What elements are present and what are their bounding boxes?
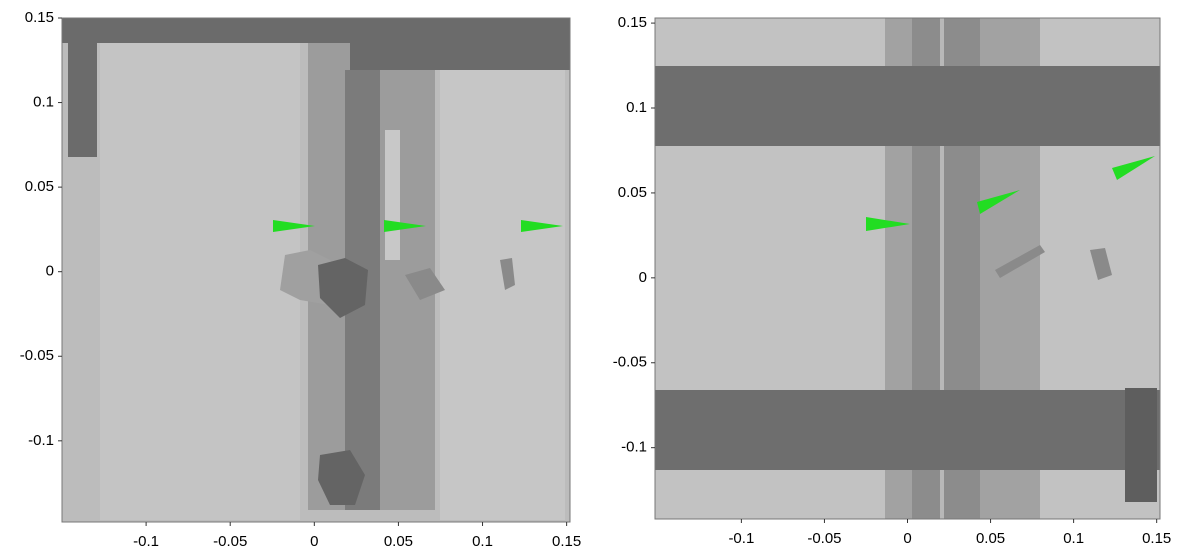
y-tick-label: -0.05 [20, 347, 54, 364]
x-tick-label: 0.05 [976, 530, 1005, 547]
x-tick-label: 0.15 [1142, 530, 1171, 547]
y-tick-label: 0.1 [626, 99, 647, 116]
y-tick-label: 0 [46, 263, 54, 280]
figure: -0.1 -0.05 0 0.05 0.1 0.15 -0.1 -0.05 0 0.05 0.1 0.… [0, 0, 1189, 559]
x-tick-label: -0.1 [133, 533, 159, 550]
y-tick-label: 0 [639, 269, 647, 286]
x-tick-label: 0.15 [552, 533, 581, 550]
y-tick-label: -0.1 [28, 432, 54, 449]
x-tick-label: -0.1 [728, 530, 754, 547]
image-left [62, 18, 570, 522]
y-tick-label: 0.05 [25, 178, 54, 195]
x-tick-label: 0.1 [1063, 530, 1084, 547]
y-tick-label: -0.1 [621, 439, 647, 456]
x-tick-label: 0.1 [472, 533, 493, 550]
x-tick-label: 0.05 [384, 533, 413, 550]
x-tick-label: -0.05 [213, 533, 247, 550]
page: -0.1 -0.05 0 0.05 0.1 0.15 -0.1 -0.05 0 0.05 0.1 0.… [0, 0, 1189, 559]
image-right [655, 18, 1160, 519]
x-tick-label: 0 [903, 530, 911, 547]
y-tick-label: 0.15 [25, 9, 54, 26]
x-tick-label: -0.05 [807, 530, 841, 547]
y-tick-label: -0.05 [613, 354, 647, 371]
x-tick-label: 0 [310, 533, 318, 550]
y-tick-label: 0.05 [618, 184, 647, 201]
y-tick-label: 0.1 [33, 94, 54, 111]
y-tick-label: 0.15 [618, 14, 647, 31]
